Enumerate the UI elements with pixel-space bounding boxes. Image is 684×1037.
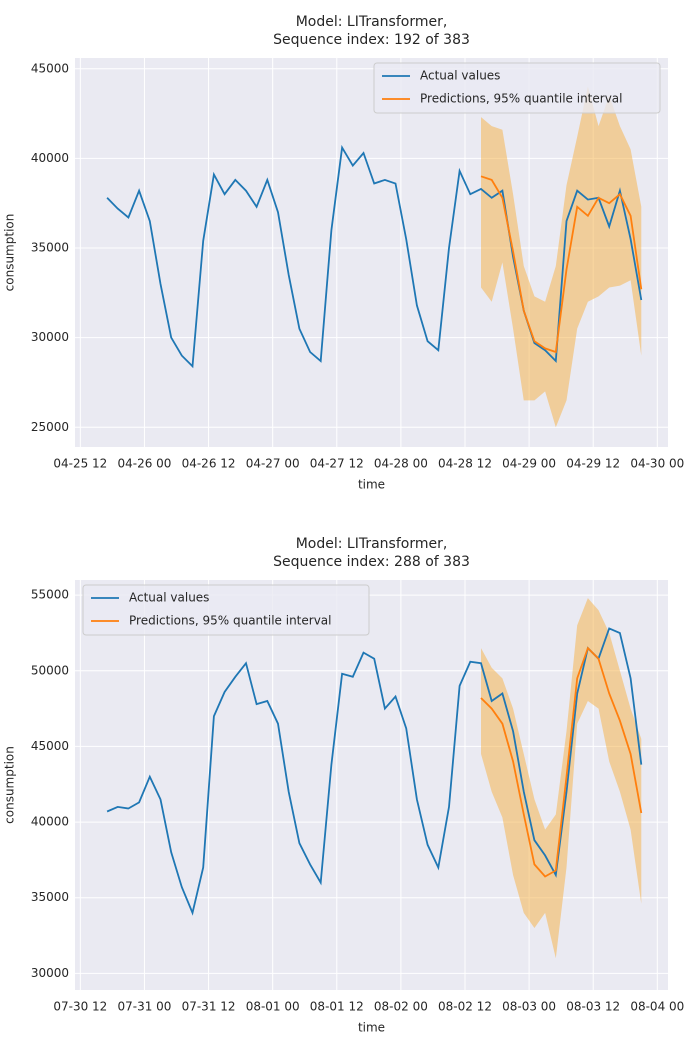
legend: Actual values Predictions, 95% quantile i… <box>82 584 370 636</box>
x-axis-label: time <box>358 478 385 492</box>
x-tick-label: 08-03 12 <box>566 1000 620 1014</box>
x-tick-label: 04-26 12 <box>182 457 236 471</box>
legend: Actual values Predictions, 95% quantile i… <box>373 62 661 114</box>
y-tick-label: 30000 <box>31 330 69 344</box>
series-line <box>480 646 643 878</box>
y-tick-label: 35000 <box>31 241 69 255</box>
x-tick-label: 04-28 00 <box>374 457 428 471</box>
y-tick-label: 55000 <box>31 588 69 602</box>
x-tick-label: 04-29 00 <box>502 457 556 471</box>
x-tick-label: 08-02 00 <box>374 1000 428 1014</box>
y-tick-label: 30000 <box>31 966 69 980</box>
legend-label: Actual values <box>420 69 500 83</box>
chart-title: Model: LITransformer, <box>296 536 448 552</box>
y-tick-label: 25000 <box>31 420 69 434</box>
y-axis-label: consumption <box>3 214 17 292</box>
x-tick-label: 08-01 12 <box>310 1000 364 1014</box>
x-tick-label: 07-30 12 <box>53 1000 107 1014</box>
y-tick-label: 40000 <box>31 151 69 165</box>
series-line <box>106 144 643 369</box>
quantile-band <box>481 86 642 428</box>
x-tick-label: 04-29 12 <box>566 457 620 471</box>
legend-label: Predictions, 95% quantile interval <box>420 92 622 106</box>
legend-label: Predictions, 95% quantile interval <box>129 614 331 628</box>
x-tick-label: 08-01 00 <box>246 1000 300 1014</box>
x-tick-label: 07-31 00 <box>117 1000 171 1014</box>
y-tick-label: 45000 <box>31 739 69 753</box>
series-line <box>480 175 643 354</box>
chart-title: Sequence index: 192 of 383 <box>273 32 470 48</box>
chart-title: Sequence index: 288 of 383 <box>273 554 470 570</box>
legend-label: Actual values <box>129 591 209 605</box>
x-tick-label: 04-27 12 <box>310 457 364 471</box>
y-tick-label: 40000 <box>31 815 69 829</box>
x-tick-label: 04-27 00 <box>246 457 300 471</box>
chart-title: Model: LITransformer, <box>296 14 448 30</box>
legend-box <box>373 62 661 114</box>
x-tick-label: 04-26 00 <box>117 457 171 471</box>
y-tick-label: 45000 <box>31 61 69 75</box>
x-tick-label: 08-02 12 <box>438 1000 492 1014</box>
y-axis-label: consumption <box>3 746 17 824</box>
x-tick-label: 04-30 00 <box>630 457 684 471</box>
x-axis-label: time <box>358 1021 385 1035</box>
legend-box <box>82 584 370 636</box>
x-tick-label: 08-04 00 <box>630 1000 684 1014</box>
x-tick-label: 04-28 12 <box>438 457 492 471</box>
y-tick-label: 50000 <box>31 663 69 677</box>
x-tick-label: 07-31 12 <box>182 1000 236 1014</box>
series-line <box>106 627 643 916</box>
y-tick-label: 35000 <box>31 890 69 904</box>
quantile-band <box>481 598 642 959</box>
x-tick-label: 04-25 12 <box>53 457 107 471</box>
x-tick-label: 08-03 00 <box>502 1000 556 1014</box>
